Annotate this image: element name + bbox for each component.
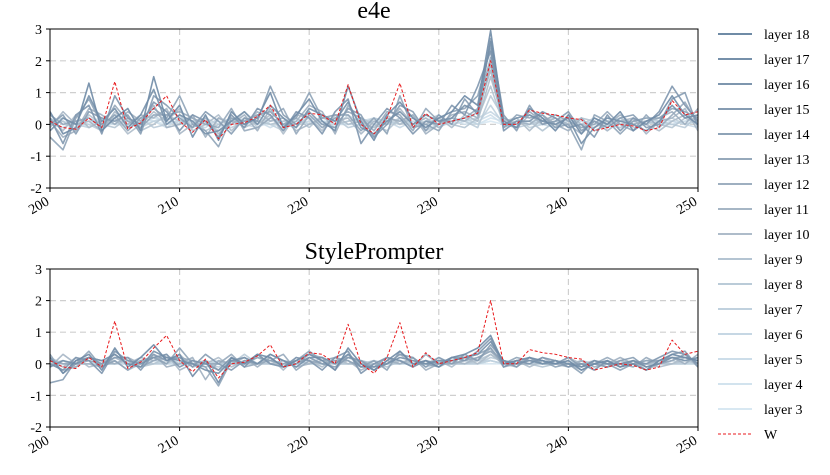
legend-item: layer 7 [718, 303, 802, 318]
legend-item: layer 9 [718, 253, 802, 268]
x-tick-label: 200 [26, 194, 52, 217]
series-lines [50, 300, 698, 387]
legend-item: W [718, 428, 778, 443]
legend-item: layer 4 [718, 378, 802, 393]
legend-item: layer 5 [718, 353, 802, 368]
legend-item: layer 14 [718, 128, 809, 143]
chart-title: StylePrompter [305, 239, 444, 265]
legend-label: W [764, 428, 778, 443]
legend-label: layer 12 [764, 178, 809, 193]
x-tick-label: 220 [286, 433, 312, 456]
legend-label: layer 15 [764, 103, 809, 118]
series-line-layer-17 [50, 340, 698, 375]
x-tick-label: 240 [545, 433, 571, 456]
plot-frame [49, 28, 699, 189]
legend-item: layer 15 [718, 103, 809, 118]
y-tick-label: 0 [35, 358, 42, 373]
legend-label: layer 10 [764, 228, 809, 243]
legend-label: layer 16 [764, 78, 809, 93]
legend-label: layer 6 [764, 328, 802, 343]
x-tick-label: 230 [415, 433, 441, 456]
series-line-layer-18 [50, 29, 698, 142]
y-tick-label: -2 [30, 182, 42, 197]
legend-label: layer 17 [764, 53, 809, 68]
legend-item: layer 10 [718, 228, 809, 243]
legend-item: layer 11 [718, 203, 809, 218]
x-tick-label: 210 [156, 194, 182, 217]
chart-title: e4e [357, 0, 390, 24]
y-tick-label: 2 [35, 295, 42, 310]
legend-item: layer 18 [718, 28, 809, 43]
legend-label: layer 11 [764, 203, 809, 218]
legend-item: layer 8 [718, 278, 802, 293]
legend-label: layer 7 [764, 303, 802, 318]
series-line-w [50, 60, 698, 140]
y-tick-label: -1 [30, 389, 42, 404]
y-tick-label: 1 [35, 87, 42, 102]
plot-frame [49, 268, 699, 428]
series-line-layer-16 [50, 337, 698, 375]
legend-label: layer 5 [764, 353, 802, 368]
legend-item: layer 16 [718, 78, 809, 93]
x-tick-label: 210 [156, 433, 182, 456]
legend-label: layer 4 [764, 378, 802, 393]
legend-label: layer 13 [764, 153, 809, 168]
legend-label: layer 18 [764, 28, 809, 43]
legend-item: layer 17 [718, 53, 809, 68]
legend-item: layer 6 [718, 328, 802, 343]
x-tick-label: 240 [545, 194, 571, 217]
legend-item: layer 12 [718, 178, 809, 193]
y-tick-label: -2 [30, 421, 42, 436]
legend-item: layer 13 [718, 153, 809, 168]
y-tick-label: 1 [35, 326, 42, 341]
y-tick-label: 3 [35, 263, 42, 278]
y-tick-label: 2 [35, 55, 42, 70]
x-tick-label: 230 [415, 194, 441, 217]
x-tick-label: 220 [286, 194, 312, 217]
series-line-w [50, 300, 698, 379]
x-tick-label: 200 [26, 433, 52, 456]
legend-label: layer 3 [764, 403, 802, 418]
legend-label: layer 9 [764, 253, 802, 268]
series-line-layer-18 [50, 334, 698, 384]
x-tick-label: 250 [674, 194, 700, 217]
y-tick-label: 3 [35, 23, 42, 38]
x-tick-label: 250 [674, 433, 700, 456]
legend-label: layer 8 [764, 278, 802, 293]
legend: layer 18 layer 17 layer 16 layer 15 layer 14… [718, 28, 809, 443]
legend-item: layer 3 [718, 403, 802, 418]
y-tick-label: -1 [30, 150, 42, 165]
y-tick-label: 0 [35, 118, 42, 133]
series-lines [50, 29, 698, 151]
legend-label: layer 14 [764, 128, 809, 143]
